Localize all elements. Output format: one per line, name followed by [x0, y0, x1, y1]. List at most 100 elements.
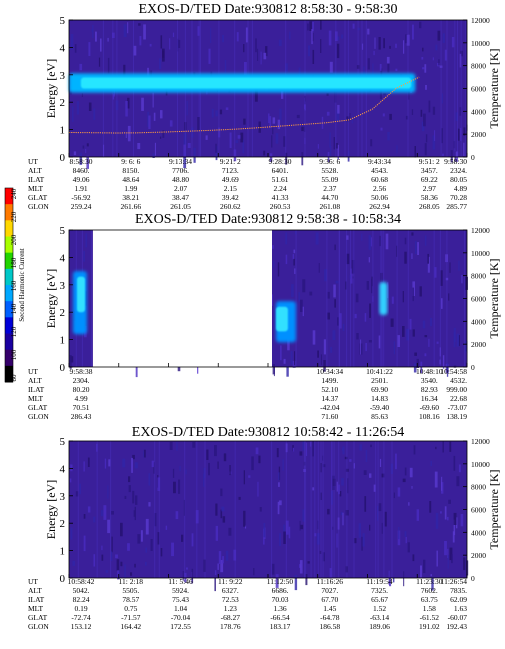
plot-area: [69, 441, 467, 578]
orbit-value: 10:34:34: [316, 367, 343, 376]
y-right-tick-label: 10000: [471, 39, 490, 48]
y-tick-label: 5: [60, 436, 66, 448]
colorbar-tick: 100: [10, 349, 18, 360]
orbit-value: 8:58:30: [70, 157, 93, 166]
orbit-value: -63.14: [370, 613, 390, 622]
orbit-value: 5042.: [73, 586, 90, 595]
orbit-value: 108.16: [419, 412, 440, 421]
orbit-value: 39.42: [222, 193, 239, 202]
y-right-axis-label: Temperature [K]: [487, 258, 501, 338]
colorbar-swatch: [5, 236, 13, 254]
y-axis-label: Energy [eV]: [44, 480, 58, 539]
orbit-value: -70.04: [171, 613, 191, 622]
panel-title: EXOS-D/TED Date:930812 10:58:42 - 11:26:…: [132, 425, 404, 440]
orbit-value: 259.24: [71, 202, 92, 211]
orbit-value: 9:43:34: [368, 157, 391, 166]
orbit-value: 9:51: 2: [419, 157, 440, 166]
orbit-value: 1.23: [224, 604, 237, 613]
y-right-tick-label: 6000: [471, 85, 486, 94]
orbit-value: -73.07: [448, 403, 468, 412]
orbit-value: 65.67: [371, 595, 388, 604]
colorbar-swatch: [5, 220, 13, 237]
orbit-value: 69.90: [371, 385, 388, 394]
orbit-value: 9:13:34: [169, 157, 192, 166]
y-right-tick-label: 10000: [471, 460, 490, 469]
colorbar-tick: 180: [10, 257, 18, 268]
orbit-value: -66.54: [270, 613, 290, 622]
orbit-row-label: UT: [28, 157, 38, 166]
orbit-value: 38.21: [122, 193, 139, 202]
y-tick-label: 0: [60, 152, 66, 164]
colorbar-swatch: [5, 301, 13, 318]
colorbar-swatch: [5, 252, 13, 270]
orbit-value: 0.19: [74, 604, 87, 613]
y-right-tick-label: 2000: [471, 551, 486, 560]
y-tick-label: 4: [60, 463, 66, 475]
orbit-value: 49.06: [73, 175, 90, 184]
orbit-value: 71.60: [321, 412, 338, 421]
orbit-value: 7602.: [421, 586, 438, 595]
orbit-value: 2.97: [423, 184, 436, 193]
orbit-value: 8150.: [122, 166, 139, 175]
orbit-row-label: MLT: [28, 604, 44, 613]
orbit-value: 286.43: [71, 412, 92, 421]
orbit-value: 14.37: [321, 394, 338, 403]
orbit-value: -61.52: [420, 613, 440, 622]
orbit-value: 7835.: [450, 586, 467, 595]
y-right-tick-label: 8000: [471, 272, 486, 281]
orbit-value: 22.68: [450, 394, 467, 403]
orbit-value: 60.68: [371, 175, 388, 184]
orbit-row-label: ALT: [28, 586, 42, 595]
data-gap: [92, 230, 273, 367]
orbit-value: 189.06: [369, 622, 390, 631]
y-tick-label: 4: [60, 42, 66, 54]
orbit-value: 6401.: [272, 166, 289, 175]
orbit-value: 50.06: [371, 193, 388, 202]
orbit-value: 2.15: [224, 184, 237, 193]
orbit-value: 10:48:10: [416, 367, 443, 376]
orbit-value: 75.43: [172, 595, 189, 604]
y-right-tick-label: 0: [471, 574, 475, 583]
orbit-value: 11: 5:46: [168, 577, 193, 586]
spectrogram-band: [379, 282, 388, 315]
orbit-value: 48.80: [172, 175, 189, 184]
orbit-value: 261.05: [170, 202, 191, 211]
y-right-tick-label: 12000: [471, 16, 490, 25]
orbit-value: 51.61: [272, 175, 289, 184]
orbit-value: 2.07: [174, 184, 187, 193]
orbit-row-label: GLON: [28, 412, 49, 421]
orbit-value: 1.45: [323, 604, 336, 613]
orbit-value: 1.63: [454, 604, 467, 613]
orbit-value: 1.52: [373, 604, 386, 613]
orbit-value: 999.00: [446, 385, 467, 394]
orbit-value: 2324.: [450, 166, 467, 175]
panel-title: EXOS-D/TED Date:930812 9:58:38 - 10:58:3…: [135, 212, 401, 227]
orbit-value: -69.60: [420, 403, 440, 412]
orbit-value: 80.05: [450, 175, 467, 184]
orbit-row-label: ALT: [28, 166, 42, 175]
colorbar-swatch: [5, 365, 13, 383]
orbit-value: 1.91: [74, 184, 87, 193]
y-axis-label: Energy [eV]: [44, 59, 58, 118]
colorbar-tick: 140: [10, 303, 18, 314]
y-right-tick-label: 10000: [471, 249, 490, 258]
orbit-value: 58.36: [421, 193, 438, 202]
y-right-tick-label: 4000: [471, 528, 486, 537]
y-tick-label: 2: [60, 97, 66, 109]
orbit-value: 82.93: [421, 385, 438, 394]
y-tick-label: 5: [60, 225, 66, 237]
orbit-row-label: UT: [28, 367, 38, 376]
y-right-tick-label: 8000: [471, 483, 486, 492]
orbit-value: 2.56: [373, 184, 386, 193]
orbit-value: 183.17: [270, 622, 291, 631]
orbit-value: 10:54:58: [440, 367, 467, 376]
orbit-value: 78.57: [122, 595, 139, 604]
y-right-tick-label: 4000: [471, 107, 486, 116]
y-right-tick-label: 12000: [471, 226, 490, 235]
orbit-value: 44.70: [321, 193, 338, 202]
panel-1: EXOS-D/TED Date:930812 8:58:30 - 9:58:30…: [28, 2, 501, 211]
orbit-value: 41.33: [272, 193, 289, 202]
y-right-axis-label: Temperature [K]: [487, 469, 501, 549]
colorbar-label: Second Harmonic Current: [18, 248, 26, 322]
